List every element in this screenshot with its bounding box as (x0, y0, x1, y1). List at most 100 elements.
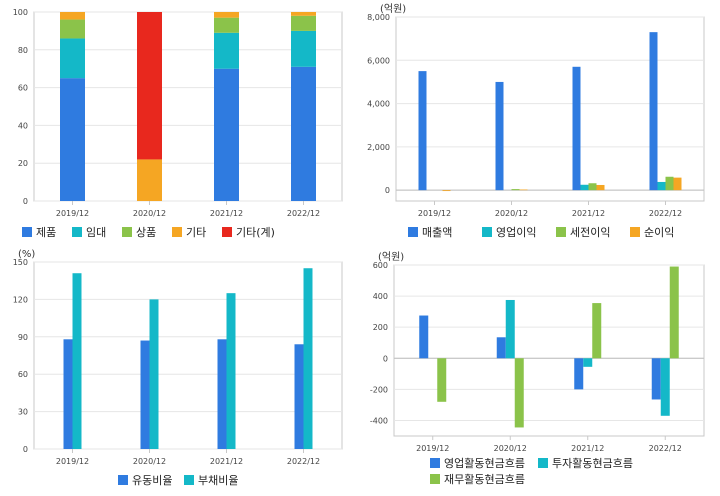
legend-label: 순이익 (644, 226, 674, 239)
plot-frame (393, 264, 705, 437)
chart-svg: (억원) 0 2,000 4,000 6,000 8,000 2019/12 2020/12 2… (367, 3, 705, 239)
bar-segment (214, 32, 239, 69)
y-tick-label: 60 (18, 370, 28, 379)
legend-label: 영업이익 (496, 226, 536, 239)
chart-svg: (억원) -400 -200 0 200 400 600 2019/12 2020/12 2021… (370, 251, 705, 486)
bar-segment (60, 12, 85, 20)
bar-segment (214, 12, 239, 18)
y-tick-label: 150 (13, 258, 28, 267)
y-tick-label: 600 (373, 261, 388, 270)
legend-label: 유동비율 (132, 474, 172, 487)
bar (649, 32, 658, 191)
bar (226, 293, 236, 449)
legend-label: 재무활동현금흐름 (444, 472, 525, 486)
legend-swatch (430, 474, 440, 484)
y-tick-label: 400 (373, 292, 388, 301)
x-tick-label: 2022/12 (649, 444, 682, 453)
x-tick-label: 2020/12 (133, 457, 166, 466)
y-tick-label: 0 (383, 354, 388, 363)
legend-label: 투자활동현금흐름 (552, 456, 633, 470)
x-tick-label: 2020/12 (495, 209, 528, 218)
bar (511, 189, 520, 191)
bar (583, 358, 593, 367)
y-tick-label: 100 (13, 8, 28, 17)
legend-swatch (408, 227, 418, 237)
bar (149, 299, 159, 449)
y-tick-label: 80 (18, 46, 28, 55)
bar (580, 184, 589, 191)
x-tick-label: 2022/12 (287, 209, 320, 218)
x-tick-label: 2019/12 (418, 209, 451, 218)
bar (437, 358, 447, 402)
legend-label: 부채비율 (198, 474, 238, 487)
legend-label: 임대 (86, 226, 106, 239)
legend-swatch (538, 458, 548, 468)
bar-segment (60, 78, 85, 201)
bar (651, 358, 661, 400)
legend-label: 상품 (136, 226, 156, 239)
x-tick-label: 2019/12 (416, 444, 449, 453)
y-tick-label: 60 (18, 84, 28, 93)
unit-label: (억원) (378, 251, 404, 263)
bar (294, 344, 304, 449)
bar (63, 339, 73, 449)
plot-frame (395, 16, 705, 202)
bar (496, 337, 506, 359)
bar (514, 358, 524, 428)
bar (572, 66, 581, 191)
chart-svg: 0 20 40 60 80 100 2019/12 2020/12 2021/12 2022/12… (13, 8, 343, 239)
plot-frame (33, 11, 343, 202)
legend-swatch (118, 475, 128, 485)
bar (418, 71, 427, 191)
legend-swatch (22, 227, 32, 237)
unit-label: (억원) (380, 3, 406, 15)
bar-segment (214, 17, 239, 33)
y-tick-label: 120 (13, 295, 28, 304)
legend-swatch (172, 227, 182, 237)
y-tick-label: -200 (370, 385, 388, 394)
bar (596, 184, 605, 191)
y-tick-label: 200 (373, 323, 388, 332)
legend-swatch (482, 227, 492, 237)
y-tick-label: -400 (370, 416, 388, 425)
bar (588, 183, 597, 191)
x-tick-label: 2021/12 (572, 209, 605, 218)
chart-svg: (%) 0 30 60 90 120 150 2019/12 2020/12 2021/12 202… (13, 249, 343, 487)
y-tick-label: 0 (23, 445, 28, 454)
x-tick-label: 2019/12 (56, 209, 89, 218)
x-tick-label: 2022/12 (649, 209, 682, 218)
x-tick-label: 2022/12 (287, 457, 320, 466)
bar-segment (291, 30, 316, 67)
cashflow-chart: (억원) -400 -200 0 200 400 600 2019/12 2020/12 2021… (360, 248, 720, 496)
bar-segment (60, 19, 85, 39)
income-chart: (억원) 0 2,000 4,000 6,000 8,000 2019/12 2020/12 2… (360, 0, 720, 248)
bar (592, 303, 602, 359)
y-tick-label: 6,000 (367, 56, 390, 65)
bar (442, 190, 451, 192)
unit-label: (%) (18, 249, 35, 260)
legend-swatch (556, 227, 566, 237)
x-tick-label: 2019/12 (56, 457, 89, 466)
bar (72, 273, 82, 449)
bar (140, 340, 150, 449)
x-tick-label: 2021/12 (210, 457, 243, 466)
bar-segment (137, 12, 162, 160)
y-tick-label: 90 (18, 333, 28, 342)
bar (665, 176, 674, 191)
bar (660, 358, 670, 416)
legend-swatch (630, 227, 640, 237)
ratio-chart: (%) 0 30 60 90 120 150 2019/12 2020/12 2021/12 202… (0, 248, 360, 496)
legend-swatch (430, 458, 440, 468)
y-tick-label: 8,000 (367, 13, 390, 22)
y-tick-label: 4,000 (367, 100, 390, 109)
product-mix-chart: 0 20 40 60 80 100 2019/12 2020/12 2021/12 2022/12… (0, 0, 360, 248)
plot-frame (33, 261, 343, 450)
bar-segment (137, 159, 162, 201)
x-tick-label: 2020/12 (133, 209, 166, 218)
bar-segment (60, 38, 85, 79)
bar (505, 299, 515, 359)
legend-swatch (72, 227, 82, 237)
bar (673, 177, 682, 191)
y-tick-label: 40 (18, 121, 28, 130)
bar (419, 315, 429, 359)
